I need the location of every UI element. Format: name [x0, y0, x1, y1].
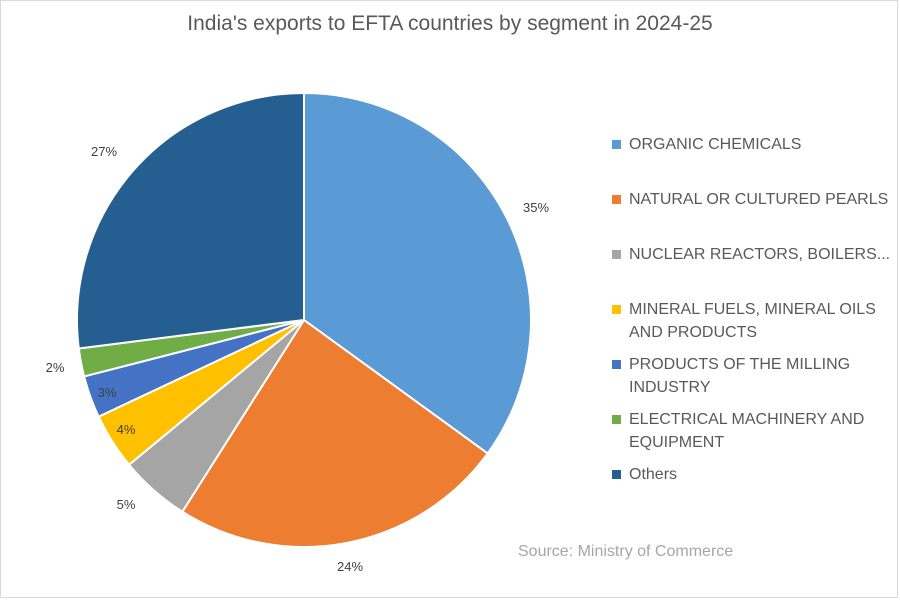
legend-item: NUCLEAR REACTORS, BOILERS... — [612, 243, 892, 266]
legend-swatch — [612, 250, 621, 259]
pie-slice — [303, 91, 532, 455]
chart-title: India's exports to EFTA countries by seg… — [187, 12, 713, 35]
legend-swatch — [612, 195, 621, 204]
legend-label: ORGANIC CHEMICALS — [629, 136, 802, 153]
legend-swatch — [612, 470, 621, 479]
legend-item: ORGANIC CHEMICALS — [612, 133, 892, 156]
slice-data-label: 35% — [523, 200, 549, 215]
pie-slice — [76, 91, 305, 350]
legend-label: MINERAL FUELS, MINERAL OILS AND PRODUCTS — [629, 301, 876, 341]
slice-data-label: 24% — [337, 559, 363, 574]
legend-item: MINERAL FUELS, MINERAL OILS AND PRODUCTS — [612, 298, 892, 344]
source-note: Source: Ministry of Commerce — [518, 543, 734, 560]
legend-label: PRODUCTS OF THE MILLING INDUSTRY — [629, 356, 851, 396]
legend-item: Others — [612, 463, 892, 486]
legend-swatch — [612, 360, 621, 369]
legend-item: NATURAL OR CULTURED PEARLS — [612, 188, 892, 211]
slice-data-label: 4% — [117, 422, 136, 437]
legend-label: ELECTRICAL MACHINERY AND EQUIPMENT — [629, 411, 865, 451]
legend-label: Others — [629, 466, 678, 483]
legend-label: NUCLEAR REACTORS, BOILERS... — [629, 246, 891, 263]
legend-swatch — [612, 305, 621, 314]
legend-item: ELECTRICAL MACHINERY AND EQUIPMENT — [612, 408, 892, 454]
slice-data-label: 3% — [98, 385, 117, 400]
slice-data-label: 5% — [117, 497, 136, 512]
slice-data-label: 2% — [46, 360, 65, 375]
legend-label: NATURAL OR CULTURED PEARLS — [629, 191, 889, 208]
slice-data-label: 27% — [91, 144, 117, 159]
pie-slice — [180, 318, 490, 548]
legend-swatch — [612, 140, 621, 149]
legend-swatch — [612, 415, 621, 424]
legend-item: PRODUCTS OF THE MILLING INDUSTRY — [612, 353, 892, 399]
